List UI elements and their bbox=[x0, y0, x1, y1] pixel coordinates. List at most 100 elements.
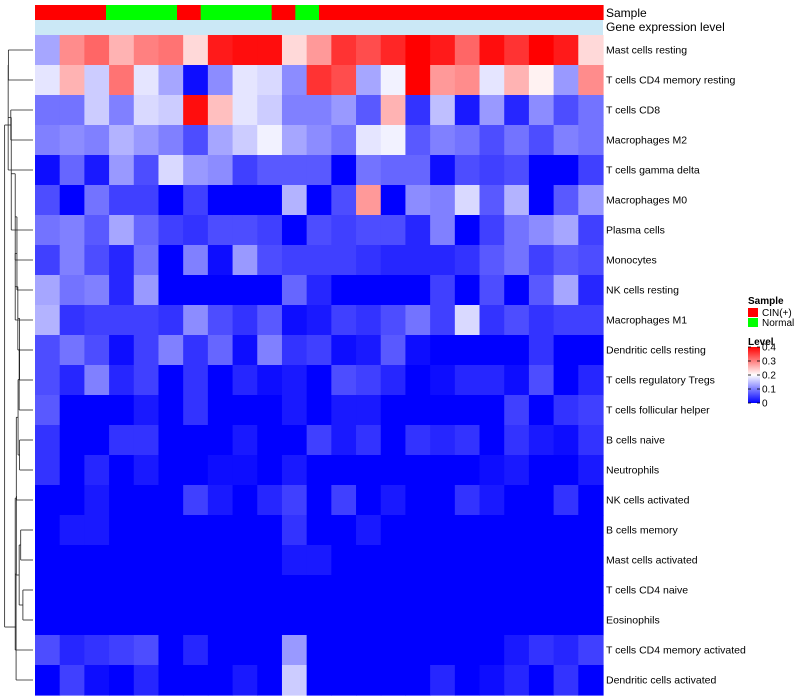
heatmap-cell bbox=[207, 635, 234, 666]
heatmap-cell bbox=[430, 215, 456, 246]
heatmap-cell bbox=[430, 335, 456, 366]
heatmap-cell bbox=[207, 215, 234, 246]
heatmap-cell bbox=[405, 575, 431, 606]
sample-annotation-cell bbox=[508, 5, 533, 20]
heatmap-cell bbox=[553, 605, 579, 636]
heatmap-cell bbox=[158, 515, 184, 546]
heatmap-cell bbox=[183, 215, 209, 246]
heatmap-cell bbox=[257, 605, 283, 636]
row-label: T cells CD4 memory resting bbox=[606, 75, 735, 87]
heatmap-cell bbox=[232, 185, 258, 216]
heatmap-cell bbox=[405, 35, 431, 66]
heatmap-cell bbox=[109, 515, 135, 546]
heatmap-cell bbox=[158, 455, 184, 486]
heatmap-cell bbox=[331, 665, 357, 696]
heatmap-cell bbox=[405, 395, 431, 426]
heatmap-cell bbox=[183, 35, 209, 66]
heatmap-cell bbox=[405, 305, 431, 336]
heatmap-cell bbox=[479, 35, 505, 66]
heatmap-cell bbox=[331, 155, 357, 186]
heatmap-cell bbox=[553, 65, 579, 96]
heatmap-cell bbox=[207, 335, 234, 366]
heatmap-cell bbox=[109, 35, 135, 66]
heatmap-cell bbox=[109, 155, 135, 186]
heatmap-cell bbox=[430, 455, 456, 486]
heatmap-cell bbox=[281, 245, 308, 276]
heatmap-cell bbox=[380, 635, 407, 666]
heatmap-cell bbox=[331, 35, 357, 66]
heatmap-cell bbox=[528, 575, 555, 606]
heatmap-cell bbox=[356, 35, 382, 66]
heatmap-cell bbox=[133, 245, 160, 276]
heatmap-cell bbox=[158, 215, 184, 246]
heatmap-cell bbox=[331, 125, 357, 156]
heatmap-cell bbox=[257, 155, 283, 186]
heatmap-cell bbox=[356, 425, 382, 456]
heatmap-cell bbox=[306, 575, 332, 606]
heatmap-cell bbox=[553, 395, 579, 426]
heatmap-cell bbox=[454, 125, 481, 156]
heatmap-cell bbox=[207, 425, 234, 456]
heatmap-cell bbox=[430, 545, 456, 576]
heatmap-cell bbox=[183, 635, 209, 666]
heatmap-cell bbox=[380, 605, 407, 636]
heatmap-cell bbox=[281, 305, 308, 336]
heatmap-cell bbox=[356, 605, 382, 636]
heatmap-cell bbox=[553, 125, 579, 156]
heatmap-cell bbox=[109, 125, 135, 156]
heatmap-cell bbox=[183, 665, 209, 696]
heatmap-cell bbox=[207, 575, 234, 606]
heatmap-cell bbox=[430, 605, 456, 636]
heatmap-cell bbox=[479, 335, 505, 366]
heatmap-cell bbox=[528, 485, 555, 516]
heatmap-cell bbox=[356, 125, 382, 156]
heatmap-cell bbox=[232, 665, 258, 696]
heatmap-cell bbox=[257, 365, 283, 396]
heatmap-cell bbox=[133, 665, 160, 696]
heatmap-cell bbox=[553, 95, 579, 126]
row-label: NK cells resting bbox=[606, 285, 679, 297]
heatmap-cell bbox=[553, 635, 579, 666]
heatmap-cell bbox=[207, 665, 234, 696]
sample-annotation-cell bbox=[129, 5, 154, 20]
heatmap-cell bbox=[281, 425, 308, 456]
heatmap-cell bbox=[479, 545, 505, 576]
heatmap-cell bbox=[356, 215, 382, 246]
heatmap-cell bbox=[232, 245, 258, 276]
heatmap-cell bbox=[356, 65, 382, 96]
heatmap-cell bbox=[380, 275, 407, 306]
heatmap-cell bbox=[454, 335, 481, 366]
heatmap-cell bbox=[158, 125, 184, 156]
level-legend-title: Level bbox=[748, 337, 774, 348]
heatmap-cell bbox=[207, 245, 234, 276]
row-label: Macrophages M2 bbox=[606, 135, 687, 147]
heatmap-cell bbox=[380, 35, 407, 66]
heatmap-cell bbox=[430, 185, 456, 216]
row-label: Dendritic cells resting bbox=[606, 345, 706, 357]
heatmap-cell bbox=[356, 185, 382, 216]
row-label: NK cells activated bbox=[606, 495, 690, 507]
heatmap-cell bbox=[356, 245, 382, 276]
heatmap-cell bbox=[59, 275, 85, 306]
heatmap-cell bbox=[84, 35, 110, 66]
sample-annotation-cell bbox=[200, 5, 225, 20]
heatmap-cell bbox=[528, 425, 555, 456]
heatmap-cell bbox=[430, 155, 456, 186]
heatmap-cell bbox=[405, 65, 431, 96]
row-label: T cells follicular helper bbox=[606, 405, 710, 417]
heatmap-cell bbox=[109, 95, 135, 126]
heatmap-cell bbox=[479, 185, 505, 216]
heatmap-cell bbox=[306, 35, 332, 66]
sample-annotation-cell bbox=[413, 5, 438, 20]
heatmap-cell bbox=[35, 335, 61, 366]
heatmap-cell bbox=[380, 95, 407, 126]
heatmap-cell bbox=[479, 455, 505, 486]
heatmap-cell bbox=[454, 245, 481, 276]
heatmap-cell bbox=[109, 185, 135, 216]
heatmap-cell bbox=[306, 425, 332, 456]
heatmap-cell bbox=[479, 305, 505, 336]
row-label: Eosinophils bbox=[606, 615, 660, 627]
heatmap-cell bbox=[158, 425, 184, 456]
heatmap-cell bbox=[59, 665, 85, 696]
